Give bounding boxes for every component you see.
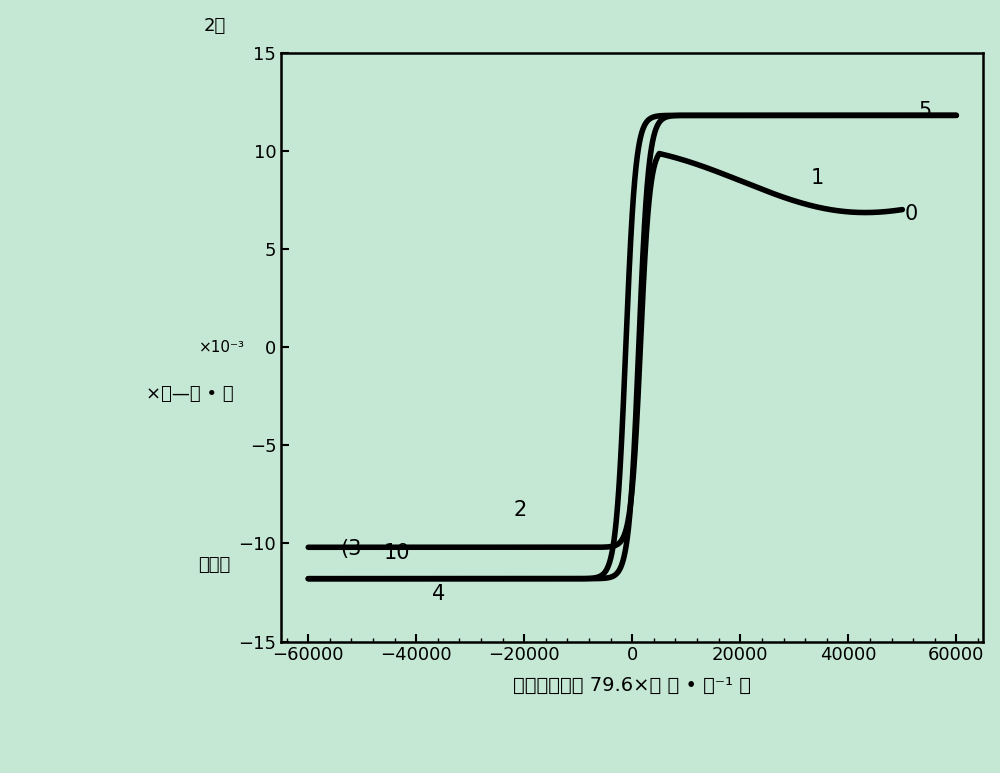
Text: 5: 5 (919, 101, 932, 121)
Text: 磁矩／: 磁矩／ (198, 556, 231, 574)
X-axis label: 磁场强度／（ 79.6×安 培 • 米⁻¹ ）: 磁场强度／（ 79.6×安 培 • 米⁻¹ ） (513, 676, 751, 694)
Text: ×10⁻³: ×10⁻³ (199, 339, 245, 355)
Text: 4: 4 (432, 584, 446, 604)
Text: ×安—培 • 米: ×安—培 • 米 (146, 385, 234, 404)
Text: (3: (3 (341, 540, 362, 559)
Text: 2）: 2） (204, 17, 226, 35)
Text: 1: 1 (811, 169, 824, 188)
Text: 2: 2 (513, 500, 527, 520)
Text: 0: 0 (905, 203, 918, 223)
Text: 10: 10 (384, 543, 410, 564)
